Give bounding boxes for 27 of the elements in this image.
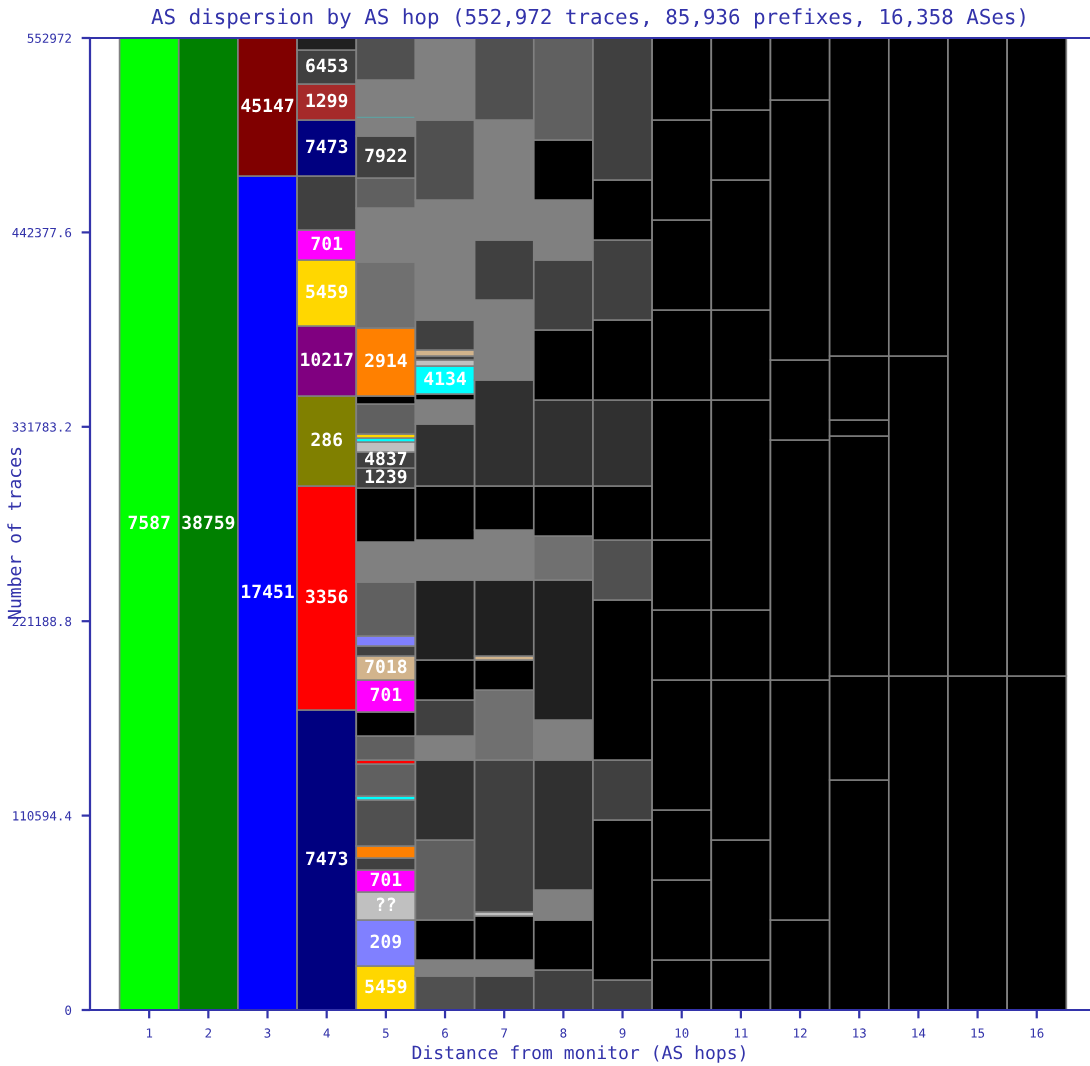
annotation: 1239 <box>365 469 407 484</box>
annotation: 7018 <box>365 659 407 674</box>
annotation: ?? <box>377 897 396 911</box>
annotation: 209 <box>370 934 402 949</box>
annotation: 10217 <box>301 352 353 367</box>
annotation: 7473 <box>306 139 348 154</box>
series-label: 17451 <box>242 584 294 599</box>
annotation: 2914 <box>365 353 407 368</box>
annotation: 7922 <box>365 148 407 163</box>
annotation: 4134 <box>424 371 466 386</box>
y-axis-title: Number of traces <box>7 447 22 619</box>
annotation: 701 <box>370 872 402 887</box>
annotation: 701 <box>370 687 402 702</box>
series-label: 7473 <box>306 851 348 866</box>
annotation: 5459 <box>306 284 348 299</box>
annotation: 4837 <box>365 451 407 466</box>
annotation: 6453 <box>306 58 348 73</box>
series-label: 38759 <box>182 515 235 530</box>
annotation: 286 <box>311 432 343 447</box>
series-label: 3356 <box>306 589 348 604</box>
annotation: 1299 <box>306 93 348 108</box>
annotation: 701 <box>311 236 343 251</box>
x-axis-title: Distance from monitor (AS hops) <box>412 1045 745 1063</box>
series-label: 7587 <box>128 515 170 530</box>
annotation: 5459 <box>365 979 407 994</box>
series-label: 45147 <box>241 98 294 113</box>
chart-title: AS dispersion by AS hop (552,972 traces, 85,936 prefixes, 16,358 ASes) <box>151 8 1025 29</box>
